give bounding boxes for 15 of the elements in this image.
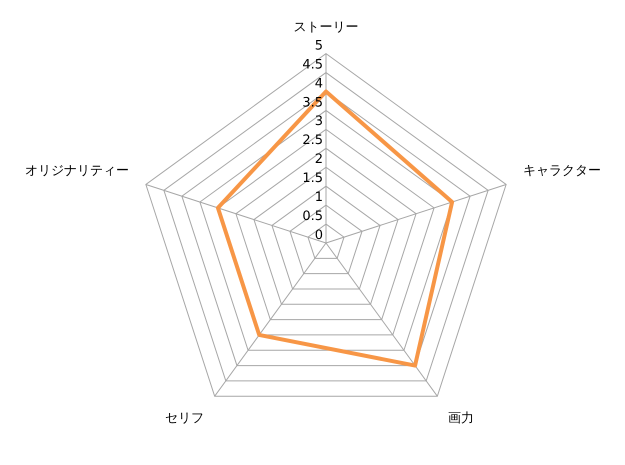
y-tick-label: 0 <box>314 228 323 243</box>
spoke-label: セリフ <box>165 410 204 426</box>
y-tick-label: 0.5 <box>302 208 323 224</box>
y-tick-label: 3 <box>314 114 323 130</box>
y-tick-label: 1 <box>314 190 323 205</box>
spoke-label: オリジナリティー <box>24 163 129 178</box>
y-tick-label: 5 <box>314 38 323 54</box>
spoke-label: ストーリー <box>294 20 358 36</box>
y-tick-label: 1.5 <box>302 171 323 186</box>
y-tick-label: 2.5 <box>302 133 323 148</box>
spoke-label: 画力 <box>448 410 474 426</box>
y-tick-label: 2 <box>314 152 323 168</box>
spoke-label: キャラクター <box>523 163 602 178</box>
y-tick-label: 4 <box>314 76 323 92</box>
y-tick-label: 4.5 <box>302 57 323 72</box>
